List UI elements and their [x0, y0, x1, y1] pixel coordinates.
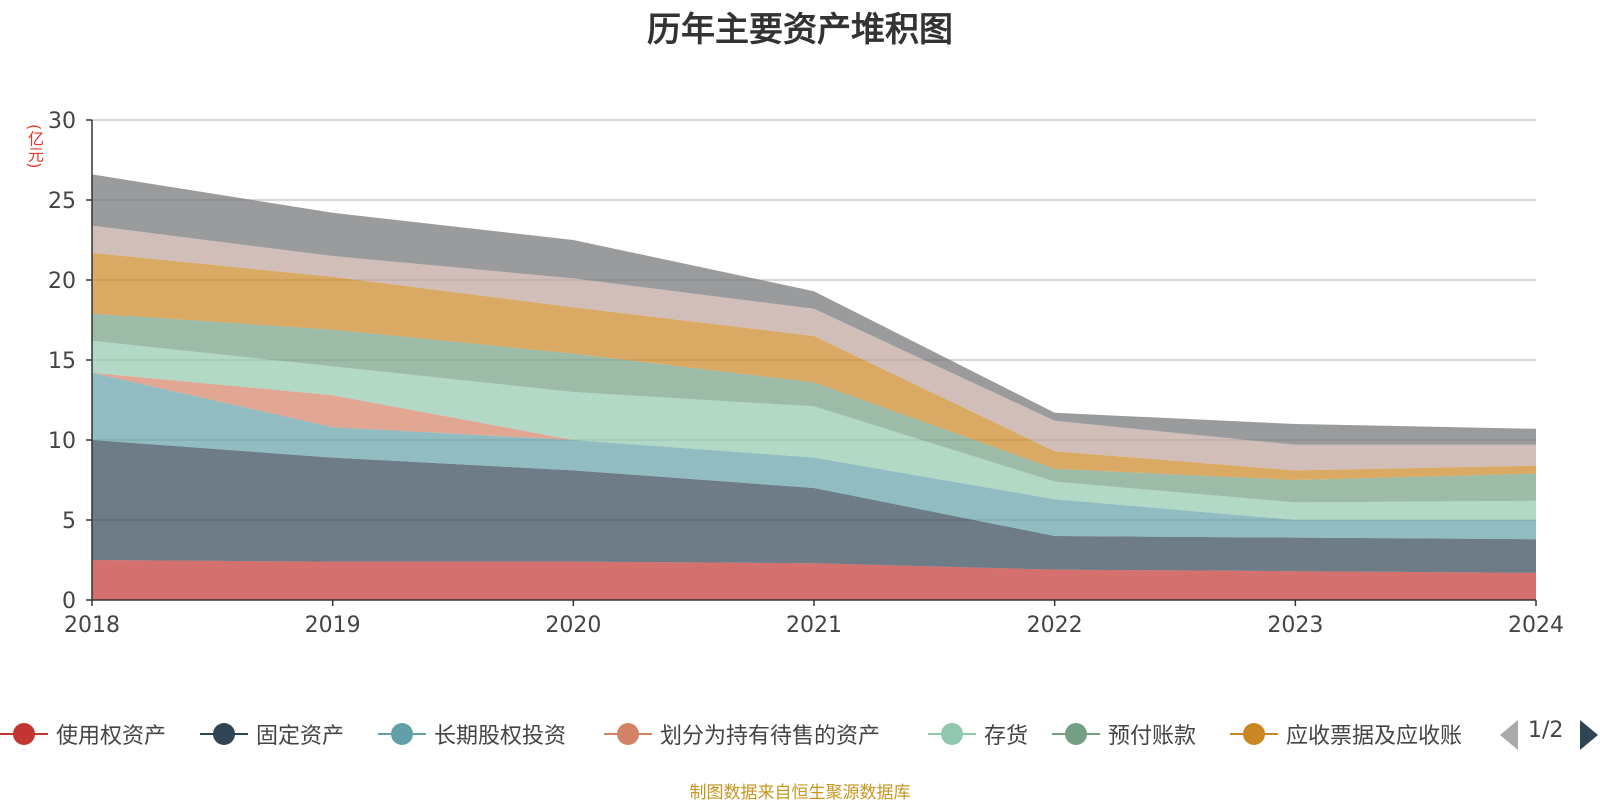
series-area-3 [92, 372, 1536, 520]
series-area-1 [92, 440, 1536, 573]
legend-marker-icon [1052, 712, 1100, 756]
legend-next-page-button[interactable] [1580, 720, 1598, 750]
y-tick-label: 5 [62, 509, 76, 534]
legend-item[interactable]: 长期股权投资 [378, 712, 566, 756]
legend-item[interactable]: 应收票据及应收账 [1230, 712, 1462, 756]
legend-item[interactable]: 预付账款 [1052, 712, 1196, 756]
series-area-8 [92, 174, 1536, 445]
legend-marker-icon [0, 712, 48, 756]
series-area-6 [92, 252, 1536, 480]
series-area-0 [92, 560, 1536, 600]
series-area-5 [92, 313, 1536, 503]
legend-marker-icon [1230, 712, 1278, 756]
legend-item[interactable]: 存货 [928, 712, 1028, 756]
legend-label: 应收票据及应收账 [1286, 724, 1463, 749]
legend-marker-icon [604, 712, 652, 756]
x-tick-label: 2019 [305, 613, 361, 638]
y-tick-label: 10 [48, 429, 76, 454]
x-tick-label: 2024 [1508, 613, 1564, 638]
x-tick-label: 2023 [1267, 613, 1323, 638]
legend-label: 预付账款 [1108, 724, 1197, 749]
x-tick-label: 2022 [1027, 613, 1083, 638]
chart-plot: 0 5 10 15 20 25 30 2018 2019 2020 2021 2022 2023 2024 [48, 109, 1564, 638]
legend-page-indicator: 1/2 [1528, 718, 1564, 743]
y-tick-label: 20 [48, 269, 76, 294]
legend-item[interactable]: 固定资产 [200, 712, 344, 756]
legend-item[interactable]: 使用权资产 [0, 712, 166, 756]
y-tick-label: 15 [48, 349, 76, 374]
series-area-2 [92, 372, 1536, 540]
legend-marker-icon [928, 712, 976, 756]
chart-title: 历年主要资产堆积图 [647, 10, 953, 50]
legend-item[interactable]: 划分为持有待售的资产 [604, 712, 880, 756]
x-tick-label: 2018 [64, 613, 120, 638]
x-tick-label: 2021 [786, 613, 842, 638]
legend-label: 存货 [984, 724, 1029, 749]
y-tick-label: 25 [48, 189, 76, 214]
series-area-7 [92, 225, 1536, 471]
legend-marker-icon [200, 712, 248, 756]
legend-label: 固定资产 [256, 724, 345, 749]
legend-label: 长期股权投资 [434, 724, 567, 749]
legend-prev-page-button[interactable] [1500, 720, 1518, 750]
series-area-4 [92, 340, 1536, 520]
legend-label: 划分为持有待售的资产 [660, 724, 881, 749]
y-tick-label: 30 [48, 109, 76, 134]
data-source-note: 制图数据来自恒生聚源数据库 [689, 783, 911, 803]
x-tick-label: 2020 [545, 613, 601, 638]
y-axis-unit-label: (亿元) [25, 123, 44, 169]
legend: 使用权资产 固定资产 长期股权投资 划分为持有待售的资产 存货 预付账款 应收票据及应收账 [0, 712, 1600, 756]
legend-label: 使用权资产 [56, 724, 167, 749]
legend-marker-icon [378, 712, 426, 756]
y-tick-label: 0 [62, 589, 76, 614]
